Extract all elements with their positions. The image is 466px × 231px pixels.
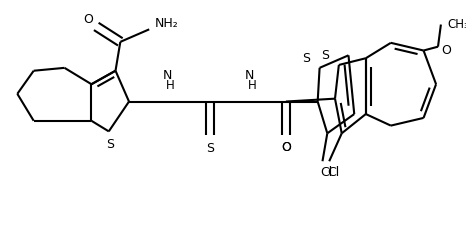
Text: O: O: [83, 13, 94, 26]
Text: S: S: [106, 138, 114, 151]
Text: NH₂: NH₂: [155, 17, 178, 30]
Text: H: H: [166, 79, 175, 92]
Text: H: H: [248, 79, 257, 92]
Text: N: N: [163, 69, 172, 82]
Text: O: O: [441, 44, 451, 57]
Text: N: N: [245, 69, 254, 82]
Text: Cl: Cl: [320, 166, 332, 179]
Text: O: O: [281, 141, 291, 154]
Text: O: O: [281, 141, 291, 154]
Text: S: S: [302, 52, 310, 65]
Text: CH₃: CH₃: [447, 18, 466, 31]
Text: S: S: [206, 142, 214, 155]
Text: Cl: Cl: [327, 166, 339, 179]
Text: S: S: [322, 49, 329, 62]
